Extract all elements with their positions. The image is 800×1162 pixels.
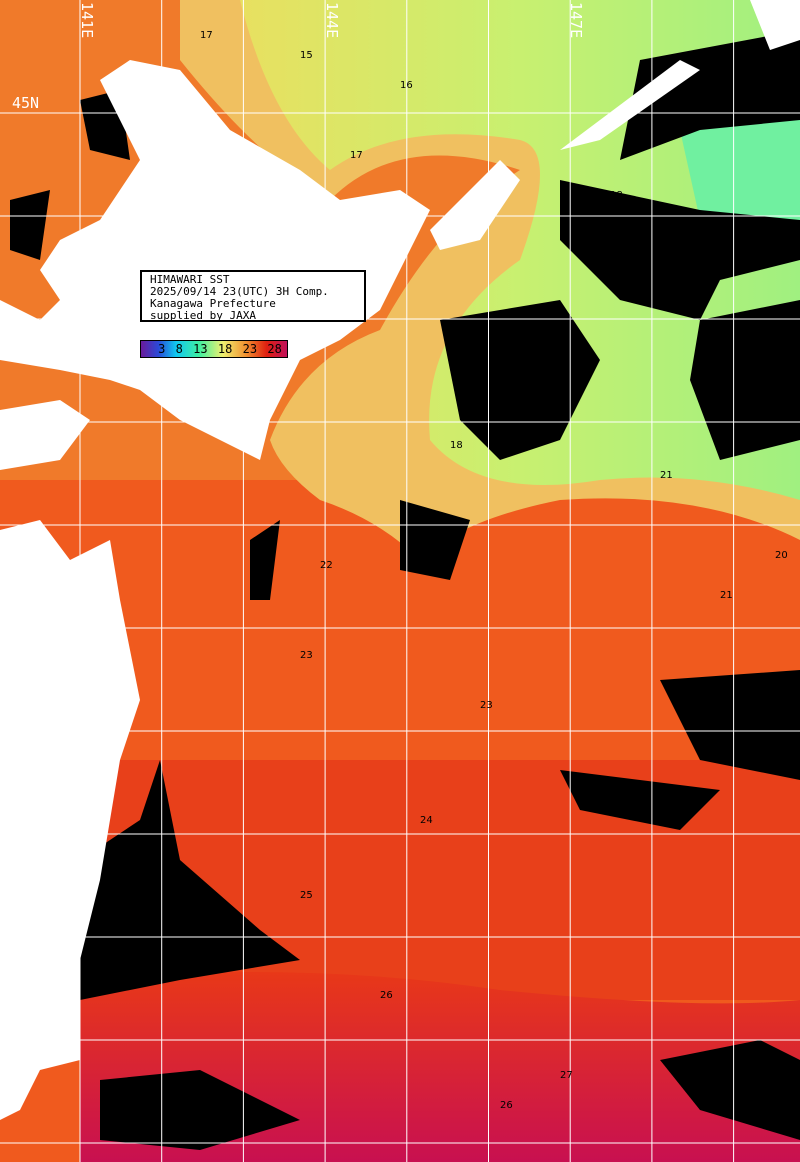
contour-label: 22 [320,560,333,571]
contour-label: 21 [660,470,673,481]
contour-label: 24 [420,815,433,826]
contour-label: 21 [720,590,733,601]
contour-label: 26 [380,990,393,1001]
contour-label: 18 [610,190,623,201]
lon-label-144e: 144E [323,2,341,39]
info-title: HIMAWARI SST [150,273,230,286]
sea-cyan [680,110,800,230]
scale-tick: 3 [158,342,166,356]
scale-tick: 8 [175,342,183,356]
contour-label: 17 [200,30,213,41]
lat-label-45n: 45N [12,94,40,112]
contour-label: 18 [450,440,463,451]
info-datetime: 2025/09/14 23(UTC) 3H Comp. [150,285,329,298]
scale-tick: 23 [242,342,258,356]
info-box: HIMAWARI SST 2025/09/14 23(UTC) 3H Comp.… [140,270,366,322]
scale-tick: 13 [193,342,208,356]
info-prefecture: Kanagawa Prefecture [150,297,276,310]
scale-tick: 18 [217,342,233,356]
scale-tick: 28 [267,342,282,356]
contour-label: 23 [300,650,313,661]
color-scale-bar: 3 8 13 18 23 28 [140,340,288,358]
lon-label-147e: 147E [567,2,585,39]
contour-label: 20 [775,550,788,561]
info-source: supplied by JAXA [150,309,256,322]
contour-label: 17 [350,150,363,161]
contour-label: 15 [300,50,313,61]
contour-label: 26 [500,1100,513,1111]
cloud-mask [10,30,800,1150]
contour-label: 23 [480,700,493,711]
contour-label: 27 [560,1070,573,1081]
lon-label-141e: 141E [78,2,96,39]
contour-label: 25 [300,890,313,901]
contour-label: 16 [400,80,413,91]
land [0,0,800,1120]
contour-label: 15 [740,250,753,261]
